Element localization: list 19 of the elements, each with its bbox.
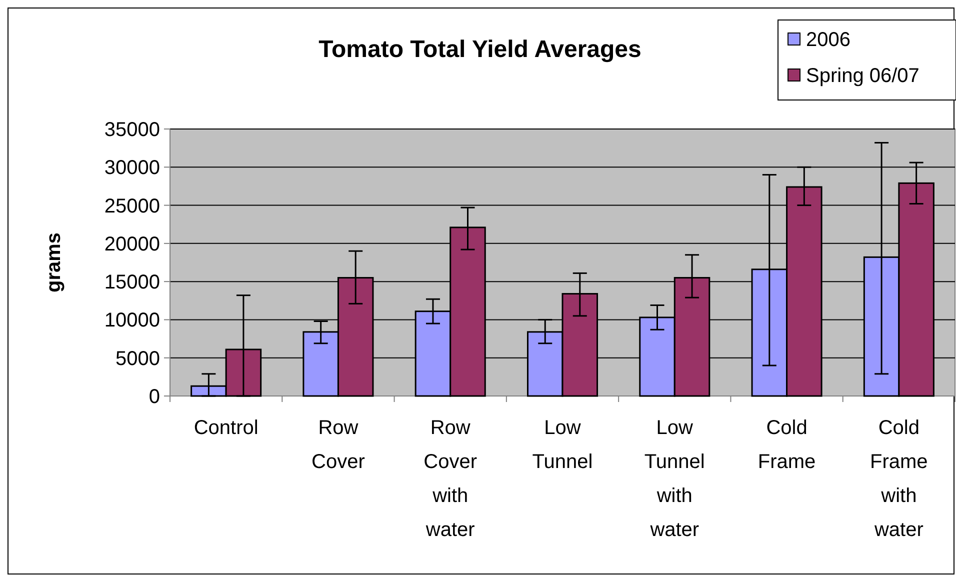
y-tick-label: 15000 bbox=[104, 272, 160, 294]
chart-title: Tomato Total Yield Averages bbox=[318, 36, 642, 63]
x-tick-label: Cold Frame bbox=[758, 417, 816, 473]
x-tick-label: Row Cover with water bbox=[424, 417, 478, 541]
x-tick-label: Control bbox=[194, 417, 258, 439]
legend-label: Spring 06/07 bbox=[806, 65, 920, 87]
x-tick-label: Low Tunnel bbox=[532, 417, 593, 473]
y-tick-label: 5000 bbox=[116, 348, 160, 370]
x-tick-label: Cold Frame with water bbox=[870, 417, 928, 541]
y-tick-label: 30000 bbox=[104, 157, 160, 180]
y-tick-label: 35000 bbox=[104, 119, 160, 141]
y-tick-label: 25000 bbox=[104, 195, 160, 218]
y-tick-label: 20000 bbox=[104, 233, 160, 256]
y-axis-title: grams bbox=[43, 232, 65, 293]
y-tick-label: 10000 bbox=[104, 310, 160, 332]
x-tick-label: Row Cover bbox=[312, 417, 366, 473]
legend-label: 2006 bbox=[806, 29, 850, 51]
x-tick-label: Low Tunnel with water bbox=[644, 417, 705, 541]
y-tick-label: 0 bbox=[148, 386, 160, 408]
